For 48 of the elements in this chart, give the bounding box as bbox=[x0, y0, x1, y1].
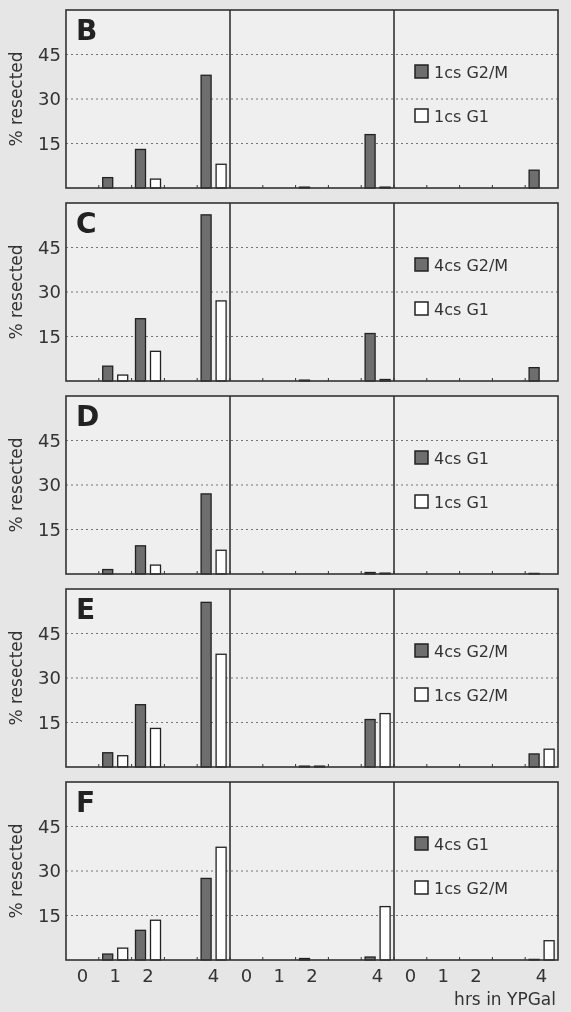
y-axis-title: % resected bbox=[6, 630, 26, 726]
y-axis-title: % resected bbox=[6, 437, 26, 533]
x-tick-label: 1 bbox=[109, 965, 121, 986]
legend-label: 1cs G2/M bbox=[434, 878, 509, 898]
y-tick-label: 45 bbox=[38, 43, 61, 65]
legend-label: 1cs G1 bbox=[434, 106, 489, 126]
legend-label: 1cs G2/M bbox=[434, 685, 509, 705]
y-tick-label: 30 bbox=[38, 474, 61, 496]
y-tick-label: 15 bbox=[38, 518, 61, 540]
y-tick-label: 45 bbox=[38, 815, 61, 837]
legend-label: 4cs G1 bbox=[434, 834, 489, 854]
x-tick-label: 0 bbox=[76, 965, 89, 986]
y-tick-label: 30 bbox=[38, 281, 61, 303]
y-axis-title: % resected bbox=[6, 51, 26, 147]
y-tick-label: 15 bbox=[38, 904, 61, 926]
x-tick-label: 0 bbox=[404, 965, 417, 986]
y-tick-label: 45 bbox=[38, 429, 61, 451]
x-tick-label: 4 bbox=[371, 965, 384, 986]
chart-title: B bbox=[76, 14, 98, 47]
y-axis-title: % resected bbox=[6, 244, 26, 340]
x-axis-title: hrs in YPGal bbox=[454, 989, 556, 1009]
y-tick-label: 30 bbox=[38, 667, 61, 689]
x-tick-label: 2 bbox=[470, 965, 482, 986]
legend-label: 4cs G2/M bbox=[434, 641, 509, 661]
y-tick-label: 30 bbox=[38, 860, 61, 882]
y-tick-label: 45 bbox=[38, 236, 61, 258]
legend-label: 1cs G2/M bbox=[434, 62, 509, 82]
x-tick-label: 4 bbox=[207, 965, 220, 986]
y-tick-label: 30 bbox=[38, 88, 61, 110]
y-tick-label: 15 bbox=[38, 132, 61, 154]
x-tick-label: 4 bbox=[535, 965, 548, 986]
chart-title: F bbox=[76, 786, 96, 819]
x-tick-label: 1 bbox=[437, 965, 449, 986]
y-tick-label: 15 bbox=[38, 325, 61, 347]
legend-label: 4cs G1 bbox=[434, 299, 489, 319]
legend-label: 4cs G2/M bbox=[434, 255, 509, 275]
y-tick-label: 45 bbox=[38, 622, 61, 644]
chart-title: E bbox=[76, 593, 96, 626]
legend-label: 4cs G1 bbox=[434, 448, 489, 468]
legend-label: 1cs G1 bbox=[434, 492, 489, 512]
x-tick-label: 0 bbox=[240, 965, 253, 986]
x-tick-label: 2 bbox=[306, 965, 318, 986]
x-tick-label: 2 bbox=[142, 965, 154, 986]
x-tick-label: 1 bbox=[273, 965, 285, 986]
chart-title: C bbox=[76, 207, 97, 240]
y-axis-title: % resected bbox=[6, 823, 26, 919]
chart-title: D bbox=[76, 400, 100, 433]
y-tick-label: 15 bbox=[38, 711, 61, 733]
